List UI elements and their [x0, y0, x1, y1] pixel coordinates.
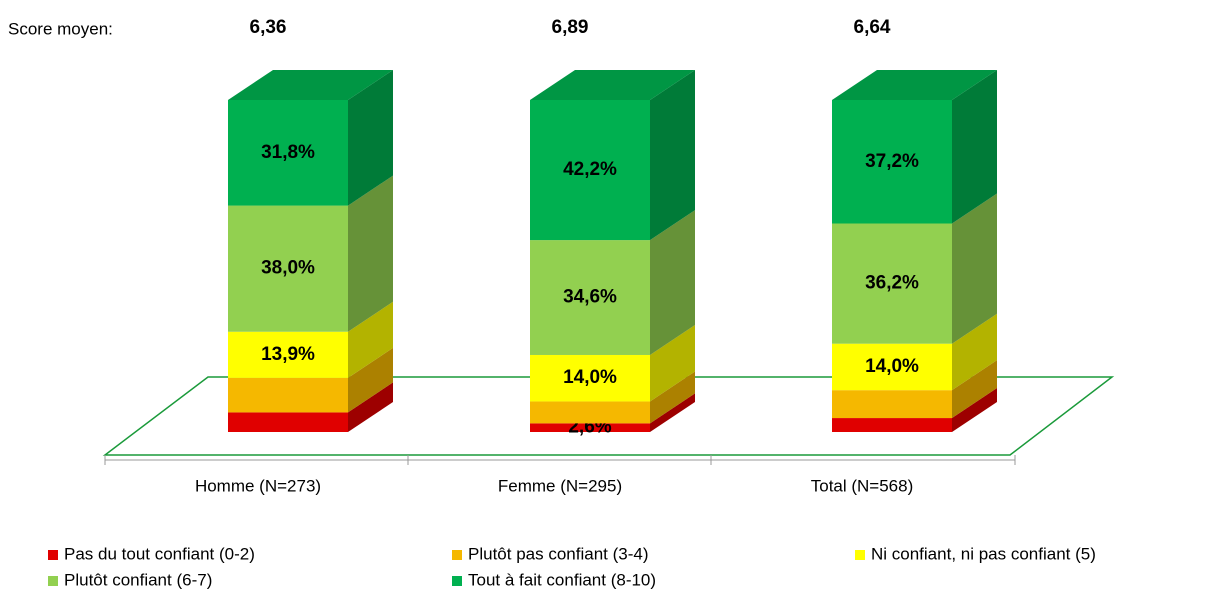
data-label: 14,0%: [563, 367, 617, 388]
bar-segment: [832, 390, 952, 419]
bar-segment-side: [952, 313, 997, 391]
bar-segment: [530, 100, 650, 241]
x-tick-label: Total (N=568): [811, 476, 914, 495]
bar-segment-side: [952, 388, 997, 432]
legend-label: Plutôt confiant (6-7): [64, 570, 212, 589]
x-tick-label: Homme (N=273): [195, 476, 321, 495]
bar-segment-side: [952, 193, 997, 344]
legend-swatch: [452, 576, 462, 586]
bar-segment: [832, 418, 952, 432]
bar-segment-side: [650, 210, 695, 355]
bar-segment: [530, 240, 650, 355]
legend-label: Pas du tout confiant (0-2): [64, 544, 255, 563]
score-value: 6,89: [552, 17, 589, 38]
legend-swatch: [452, 550, 462, 560]
legend-swatch: [48, 576, 58, 586]
bar-segment: [228, 100, 348, 206]
floor: [102, 376, 1115, 456]
x-tick-label: Femme (N=295): [498, 476, 622, 495]
bar-segment-side: [650, 324, 695, 402]
score-title: Score moyen:: [8, 19, 113, 38]
bar-segment: [530, 354, 650, 402]
bar-top: [228, 70, 393, 100]
bar-segment: [530, 423, 650, 432]
data-label: 14,0%: [865, 356, 919, 377]
bar-segment-side: [650, 393, 695, 432]
bar-segment: [530, 401, 650, 424]
score-value: 6,36: [250, 17, 287, 38]
bar-segment: [228, 377, 348, 413]
bar-segment-side: [650, 371, 695, 424]
data-label: 36,2%: [865, 273, 919, 294]
data-label: 13,9%: [261, 344, 315, 365]
data-label: 38,0%: [261, 258, 315, 279]
bar-segment: [832, 343, 952, 391]
bar-segment: [228, 331, 348, 378]
bar-segment-side: [348, 175, 393, 332]
bar-segment-side: [952, 360, 997, 419]
legend-swatch: [48, 550, 58, 560]
data-label: 37,2%: [865, 151, 919, 172]
bar-segment: [228, 412, 348, 432]
legend-label: Tout à fait confiant (8-10): [468, 570, 656, 589]
bar-segment-side: [348, 70, 393, 206]
bar-top: [832, 70, 997, 100]
data-label: 34,6%: [563, 287, 617, 308]
bar-segment-side: [952, 70, 997, 224]
bar-segment: [832, 100, 952, 224]
bar-segment-side: [650, 70, 695, 241]
score-value: 6,64: [854, 17, 891, 38]
bar-segment: [832, 223, 952, 344]
legend-label: Plutôt pas confiant (3-4): [468, 544, 648, 563]
bar-segment-side: [348, 301, 393, 378]
bar-segment-side: [348, 382, 393, 432]
bar-segment: [228, 205, 348, 332]
legend-label: Ni confiant, ni pas confiant (5): [871, 544, 1096, 563]
data-label: 31,8%: [261, 142, 315, 163]
bar-top: [530, 70, 695, 100]
bar-segment-side: [348, 347, 393, 413]
data-label: 42,2%: [563, 159, 617, 180]
legend-swatch: [855, 550, 865, 560]
